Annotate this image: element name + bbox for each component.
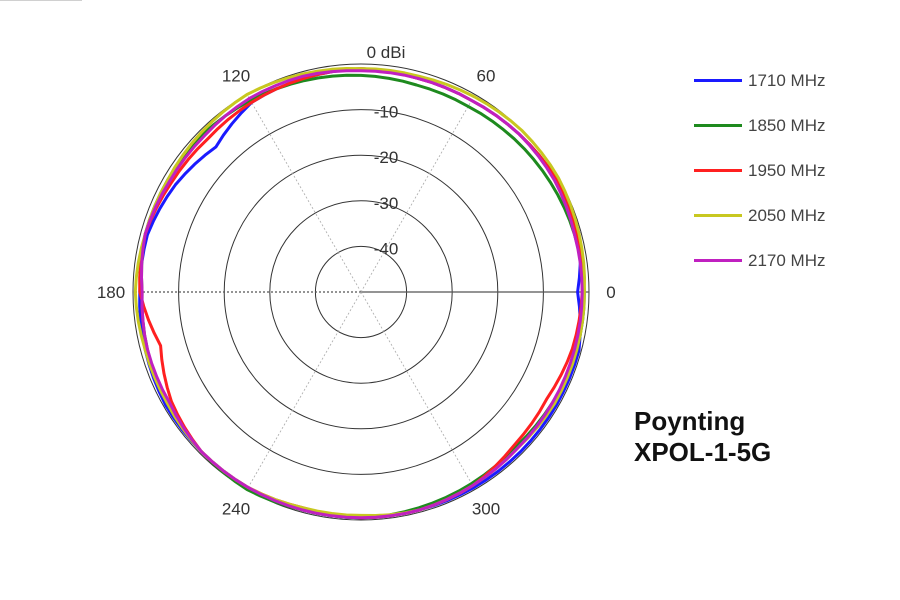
legend-label-0: 1710 MHz — [748, 70, 826, 90]
legend-label-3: 2050 MHz — [748, 205, 826, 225]
legend-item-2: 1950 MHz — [694, 148, 825, 193]
radial-label-2: -20 — [374, 148, 399, 167]
legend-swatch-4 — [694, 259, 742, 262]
series-curve-1 — [140, 73, 586, 520]
legend-label-1: 1850 MHz — [748, 115, 826, 135]
legend-item-1: 1850 MHz — [694, 103, 825, 148]
series-curves — [133, 67, 586, 520]
spoke-60 — [360, 94, 476, 293]
caption-model: XPOL-1-5G — [634, 437, 772, 467]
legend-swatch-1 — [694, 124, 742, 127]
legend-swatch-0 — [694, 79, 742, 82]
top-rule — [0, 0, 82, 1]
angle-label-0: 0 — [606, 283, 615, 302]
radial-label-0: 0 dBi — [367, 43, 406, 62]
radial-label-3: -30 — [374, 194, 399, 213]
radial-label-1: -10 — [374, 103, 399, 122]
legend-item-0: 1710 MHz — [694, 58, 825, 103]
legend-label-4: 2170 MHz — [748, 250, 826, 270]
angle-label-240: 240 — [222, 500, 250, 519]
angle-label-60: 60 — [477, 66, 496, 85]
spoke-120 — [246, 94, 362, 293]
polar-grid — [132, 63, 590, 521]
legend-item-3: 2050 MHz — [694, 193, 825, 238]
angle-label-120: 120 — [222, 66, 250, 85]
angle-label-300: 300 — [472, 500, 500, 519]
spoke-240 — [246, 291, 362, 490]
series-curve-4 — [140, 69, 584, 520]
spoke-300 — [360, 291, 476, 490]
legend-label-2: 1950 MHz — [748, 160, 826, 180]
legend-item-4: 2170 MHz — [694, 238, 825, 283]
radial-label-4: -40 — [374, 239, 399, 258]
legend: 1710 MHz 1850 MHz 1950 MHz 2050 MHz 2170 MHz — [694, 58, 825, 283]
axis-labels: 0 dBi -10 -20 -30 -40 0 60 120 180 240 300 — [97, 43, 616, 519]
caption: Poynting XPOL-1-5G — [634, 406, 771, 468]
legend-swatch-3 — [694, 214, 742, 217]
angle-label-180: 180 — [97, 283, 125, 302]
legend-swatch-2 — [694, 169, 742, 172]
caption-brand: Poynting — [634, 406, 746, 436]
